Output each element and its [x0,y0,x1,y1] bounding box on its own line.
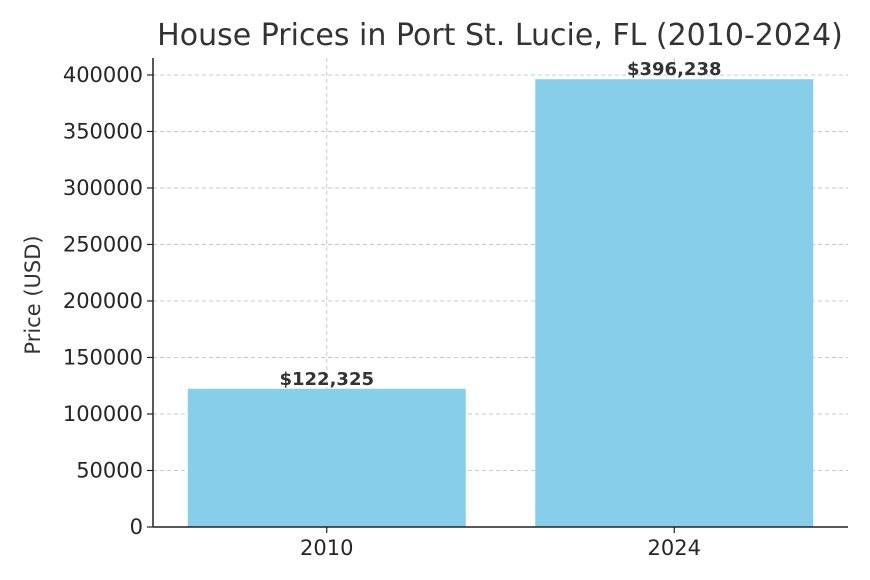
y-tick-label: 100000 [63,402,143,426]
data-labels: $122,325 $396,238 [279,59,721,390]
y-tick-label: 300000 [63,176,143,200]
bar-value-label: $122,325 [279,369,374,390]
y-axis-label: Price (USD) [21,235,45,354]
bar-value-label: $396,238 [627,59,722,80]
y-tick-label: 0 [130,515,143,539]
y-tick-label: 350000 [63,119,143,143]
x-tick-label: 2024 [648,536,701,560]
chart-title: House Prices in Port St. Lucie, FL (2010… [157,18,843,53]
bars [187,79,814,528]
y-tick-label: 150000 [63,345,143,369]
x-tick-label: 2010 [300,536,353,560]
bar-2024 [535,79,814,528]
bar-2010 [187,388,466,527]
axes: 0 50000 100000 150000 200000 250000 300000 3500… [63,58,848,560]
y-tick-label: 250000 [63,232,143,256]
y-tick-label: 400000 [63,63,143,87]
y-tick-label: 50000 [76,458,143,482]
y-tick-label: 200000 [63,289,143,313]
